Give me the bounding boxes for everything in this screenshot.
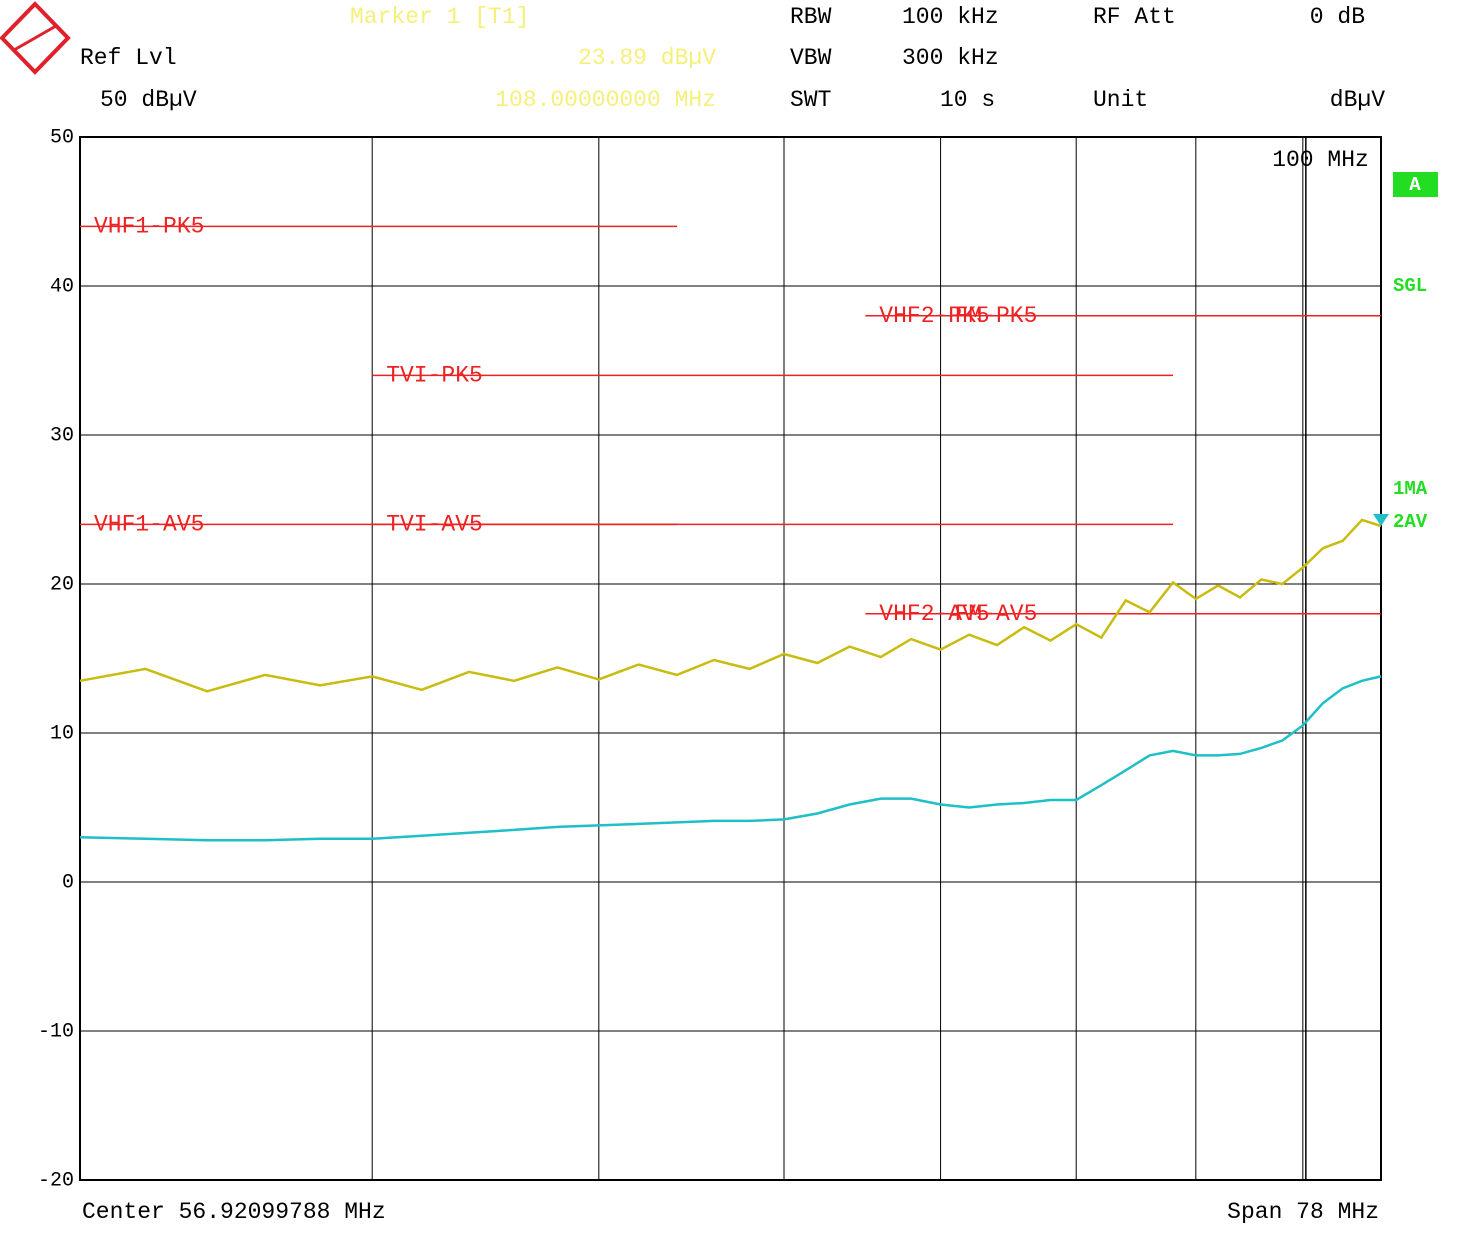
span: Span 78 MHz (1227, 1199, 1379, 1225)
trace (79, 675, 1382, 842)
rf-att: 0 dB (1310, 4, 1365, 30)
vbw-label: VBW (790, 45, 832, 71)
trace-mode-box (1393, 172, 1438, 197)
unit-label: Unit (1093, 87, 1148, 113)
marker-level: 23.89 dBµV (578, 45, 716, 71)
marker-freq: 108.00000000 MHz (495, 87, 716, 113)
center-freq: Center 56.92099788 MHz (82, 1199, 386, 1225)
rbw: 100 kHz (902, 4, 999, 30)
limit-line-label: VHF1-AV5 (94, 511, 204, 537)
unit: dBµV (1330, 87, 1385, 113)
trace-label: 2AV (1393, 511, 1428, 533)
limit-line-label: TVI-AV5 (386, 511, 483, 537)
swt: 10 s (940, 87, 995, 113)
limit-line-label: VHF1-PK5 (94, 213, 204, 239)
swt-label: SWT (790, 87, 831, 113)
trace (79, 518, 1382, 693)
trace-label: 1MA (1393, 478, 1428, 500)
logo (0, 1, 71, 75)
y-tick-label: 40 (50, 275, 74, 298)
y-tick-label: 20 (50, 573, 74, 596)
limit-line-label: TVI-PK5 (386, 362, 483, 388)
y-tick-label: -10 (38, 1020, 74, 1043)
marker (1373, 514, 1389, 527)
y-tick-label: 30 (50, 424, 74, 447)
plot-frame (79, 136, 1382, 1181)
vbw: 300 kHz (902, 45, 999, 71)
rbw-label: RBW (790, 4, 832, 30)
y-tick-label: 50 (50, 126, 74, 149)
sweep-mode: SGL (1393, 275, 1427, 297)
trace-mode: A (1409, 174, 1421, 196)
y-tick-label: 0 (62, 871, 74, 894)
y-tick-label: -20 (38, 1169, 74, 1192)
ref-lvl-label: Ref Lvl (80, 45, 177, 71)
limit-line-label: FM-PK5 (955, 303, 1038, 329)
limit-line-label: FM-AV5 (955, 601, 1038, 627)
display-line-label: 100 MHz (1272, 147, 1369, 173)
ref-lvl: 50 dBµV (100, 87, 197, 113)
y-tick-label: 10 (50, 722, 74, 745)
marker-title: Marker 1 [T1] (350, 4, 529, 30)
rf-att-label: RF Att (1093, 4, 1176, 30)
